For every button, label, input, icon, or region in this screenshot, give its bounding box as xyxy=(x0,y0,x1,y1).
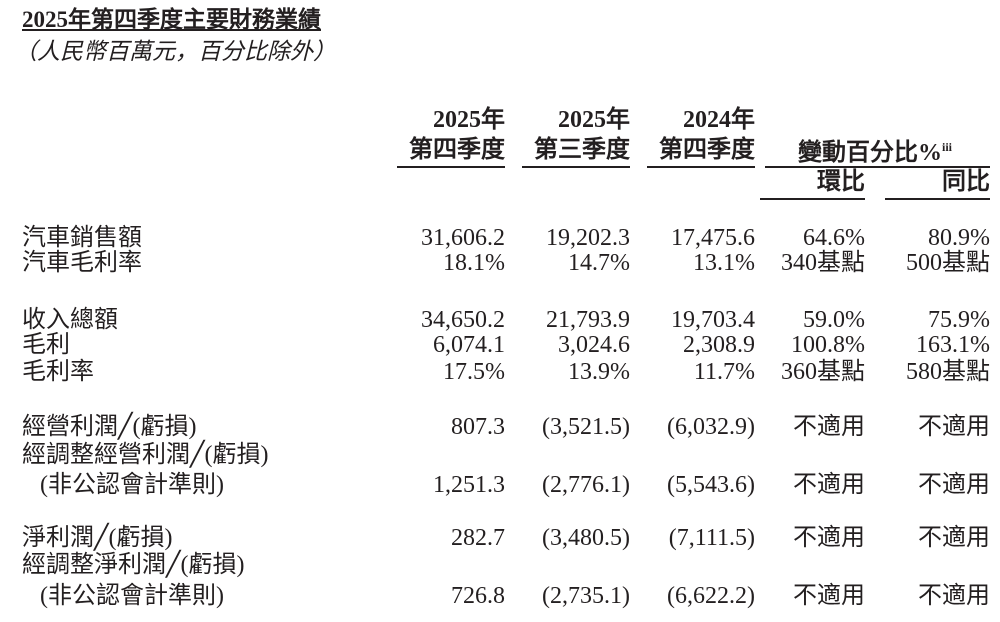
cell: 360基點 xyxy=(781,359,865,385)
change-note: iii xyxy=(941,140,952,154)
cell: (2,776.1) xyxy=(542,472,630,498)
cell: 不適用 xyxy=(793,583,865,609)
rule xyxy=(885,198,990,200)
change-column-header: 環比 xyxy=(817,169,865,195)
cell: 75.9% xyxy=(928,307,990,333)
cell: 14.7% xyxy=(568,250,630,276)
rule xyxy=(647,166,755,168)
cell: 500基點 xyxy=(906,250,990,276)
row-label: 淨利潤╱(虧損) xyxy=(22,525,173,551)
cell: 21,793.9 xyxy=(546,307,630,333)
cell: 11.7% xyxy=(693,359,755,385)
cell: 17.5% xyxy=(443,359,505,385)
cell: 80.9% xyxy=(928,225,990,251)
change-header: 變動百分比%iii xyxy=(798,134,952,166)
cell: 100.8% xyxy=(791,332,865,358)
cell: 31,606.2 xyxy=(421,225,505,251)
rule xyxy=(522,166,630,168)
cell: (5,543.6) xyxy=(667,472,755,498)
cell: (7,111.5) xyxy=(668,525,755,551)
column-header: 第四季度 xyxy=(409,137,505,163)
subtitle: （人民幣百萬元，百分比除外） xyxy=(14,39,336,64)
cell: 不適用 xyxy=(793,472,865,498)
row-label: 經營利潤╱(虧損) xyxy=(22,414,197,440)
column-header: 2024年 xyxy=(683,107,755,133)
row-label: 經調整淨利潤╱(虧損) xyxy=(22,552,245,578)
row-label: 毛利 xyxy=(22,332,70,358)
row-label: 毛利率 xyxy=(22,359,94,385)
cell: 2,308.9 xyxy=(683,332,755,358)
cell: 不適用 xyxy=(918,525,990,551)
cell: 3,024.6 xyxy=(558,332,630,358)
row-label: 汽車銷售額 xyxy=(22,225,142,251)
cell: 1,251.3 xyxy=(433,472,505,498)
cell: 19,703.4 xyxy=(671,307,755,333)
cell: 17,475.6 xyxy=(671,225,755,251)
cell: 不適用 xyxy=(918,472,990,498)
cell: 64.6% xyxy=(803,225,865,251)
cell: 580基點 xyxy=(906,359,990,385)
row-label: (非公認會計準則) xyxy=(40,583,224,609)
column-header: 第三季度 xyxy=(534,137,630,163)
cell: (2,735.1) xyxy=(542,583,630,609)
row-label: (非公認會計準則) xyxy=(40,472,224,498)
title: 2025年第四季度主要財務業績 xyxy=(22,7,321,32)
cell: 13.1% xyxy=(693,250,755,276)
cell: 6,074.1 xyxy=(433,332,505,358)
cell: 340基點 xyxy=(781,250,865,276)
rule xyxy=(397,166,505,168)
cell: (6,622.2) xyxy=(667,583,755,609)
rule xyxy=(765,166,990,168)
row-label: 收入總額 xyxy=(22,307,118,333)
cell: 726.8 xyxy=(451,583,505,609)
change-header-text: 變動百分比% xyxy=(797,140,942,166)
cell: 807.3 xyxy=(451,414,505,440)
cell: 282.7 xyxy=(451,525,505,551)
cell: 不適用 xyxy=(918,583,990,609)
cell: (6,032.9) xyxy=(667,414,755,440)
cell: (3,480.5) xyxy=(542,525,630,551)
row-label: 汽車毛利率 xyxy=(22,250,142,276)
row-label: 經調整經營利潤╱(虧損) xyxy=(22,442,269,468)
rule xyxy=(760,198,865,200)
change-column-header: 同比 xyxy=(942,169,990,195)
cell: 34,650.2 xyxy=(421,307,505,333)
column-header: 第四季度 xyxy=(659,137,755,163)
cell: 不適用 xyxy=(793,414,865,440)
cell: 13.9% xyxy=(568,359,630,385)
column-header: 2025年 xyxy=(433,107,505,133)
cell: (3,521.5) xyxy=(542,414,630,440)
cell: 163.1% xyxy=(916,332,990,358)
cell: 不適用 xyxy=(918,414,990,440)
column-header: 2025年 xyxy=(558,107,630,133)
cell: 18.1% xyxy=(443,250,505,276)
cell: 59.0% xyxy=(803,307,865,333)
cell: 不適用 xyxy=(793,525,865,551)
cell: 19,202.3 xyxy=(546,225,630,251)
